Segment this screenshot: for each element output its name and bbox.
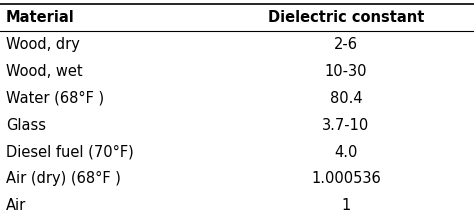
Text: 1.000536: 1.000536 [311,172,381,186]
Text: Material: Material [6,10,74,25]
Text: Dielectric constant: Dielectric constant [268,10,424,25]
Text: Air: Air [6,198,26,213]
Text: 1: 1 [341,198,351,213]
Text: 4.0: 4.0 [334,145,358,160]
Text: Air (dry) (68°F ): Air (dry) (68°F ) [6,172,120,186]
Text: Diesel fuel (70°F): Diesel fuel (70°F) [6,145,134,160]
Text: Glass: Glass [6,118,46,133]
Text: 2-6: 2-6 [334,37,358,52]
Text: Wood, dry: Wood, dry [6,37,80,52]
Text: Wood, wet: Wood, wet [6,64,82,79]
Text: 3.7-10: 3.7-10 [322,118,370,133]
Text: 80.4: 80.4 [330,91,362,106]
Text: 10-30: 10-30 [325,64,367,79]
Text: Water (68°F ): Water (68°F ) [6,91,104,106]
